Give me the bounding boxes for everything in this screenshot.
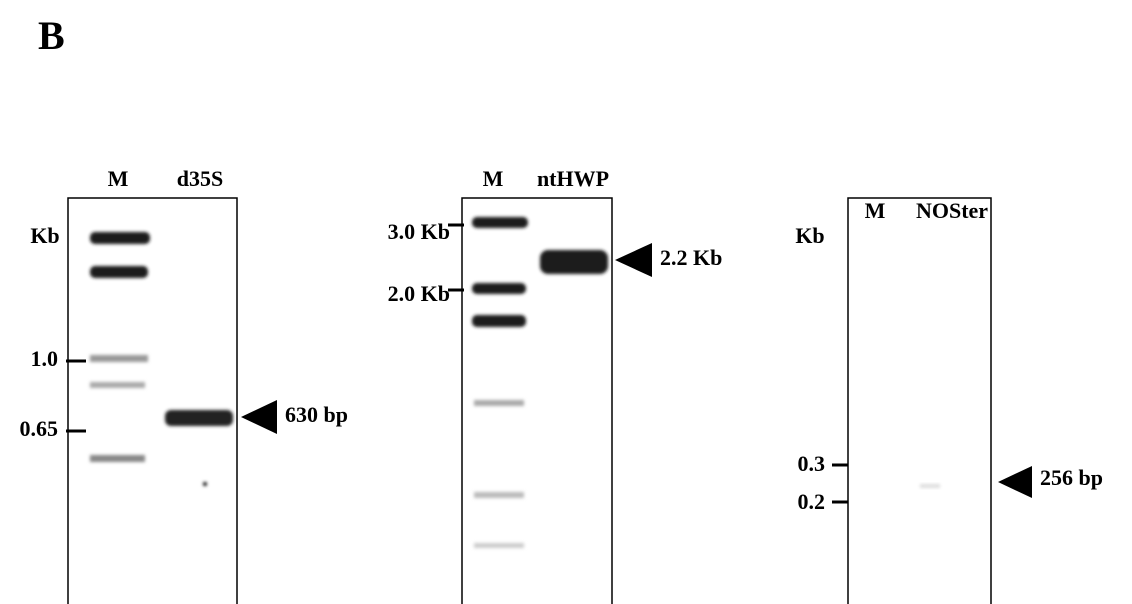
arrow [998, 466, 1032, 498]
lane-label: M [108, 166, 129, 191]
marker-label: 3.0 Kb [388, 219, 450, 244]
marker-label: 0.3 [798, 451, 826, 476]
lane-label: ntHWP [537, 166, 609, 191]
marker-label: 1.0 [31, 346, 59, 371]
lane-label: NOSter [916, 198, 988, 223]
panel-label: B [38, 13, 65, 58]
lane-label: d35S [177, 166, 223, 191]
marker-label: 2.0 Kb [388, 281, 450, 306]
marker-label: 0.65 [20, 416, 59, 441]
band-label: 630 bp [285, 402, 348, 427]
band-label: 256 bp [1040, 465, 1103, 490]
gel-2: M ntHWP 3.0 Kb 2.0 Kb 2.2 Kb [388, 166, 723, 604]
gel-1: M d35S Kb 1.0 0.65 630 bp [20, 166, 348, 604]
lane-label: M [865, 198, 886, 223]
lane-label: M [483, 166, 504, 191]
gel-frame [68, 198, 237, 604]
unit-label: Kb [30, 223, 59, 248]
band-label: 2.2 Kb [660, 245, 722, 270]
bands [920, 484, 940, 488]
marker-label: 0.2 [798, 489, 826, 514]
arrow [241, 400, 277, 434]
gel-frame [848, 198, 991, 604]
figure: B M d35S Kb 1.0 0.65 630 bp M ntHWP 3.0 … [0, 0, 1132, 604]
gel-3: M NOSter Kb 0.3 0.2 256 bp [795, 198, 1103, 604]
unit-label: Kb [795, 223, 824, 248]
arrow [615, 243, 652, 277]
